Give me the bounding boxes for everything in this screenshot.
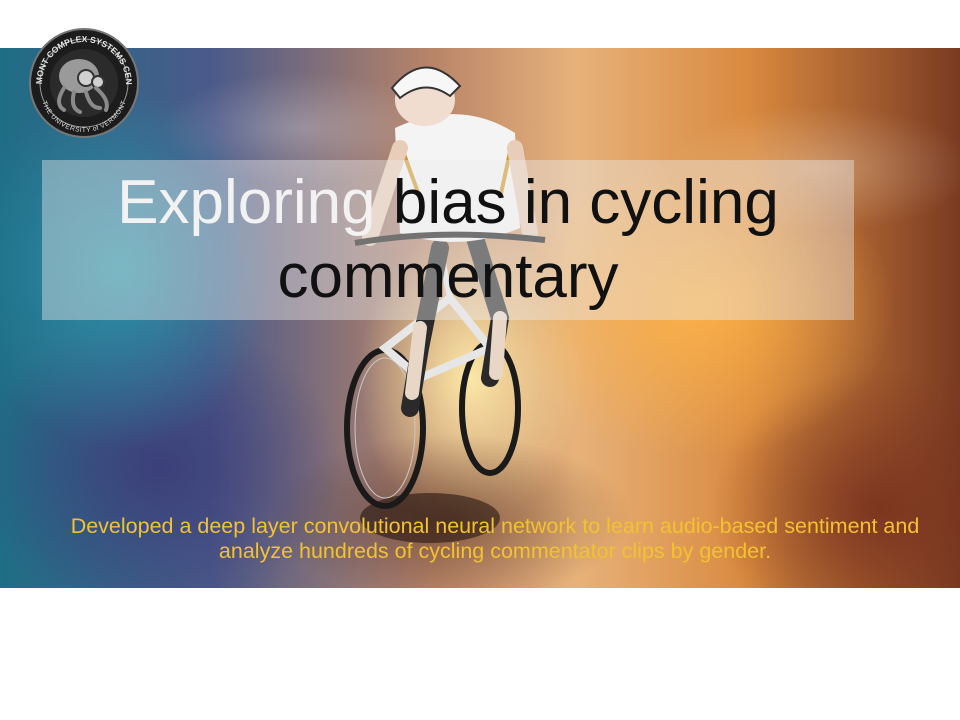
title-first-word: Exploring (117, 168, 376, 237)
cyclist-figure (344, 66, 546, 543)
vermont-complex-systems-center-logo: VERMONT COMPLEX SYSTEMS CENTER THE UNIVE… (24, 26, 139, 138)
title-rest: bias in cycling commentary (277, 168, 779, 311)
title-box: Exploring bias in cycling commentary (42, 160, 854, 320)
slide-title: Exploring bias in cycling commentary (42, 166, 854, 314)
slide-subtitle: Developed a deep layer convolutional neu… (70, 514, 920, 563)
